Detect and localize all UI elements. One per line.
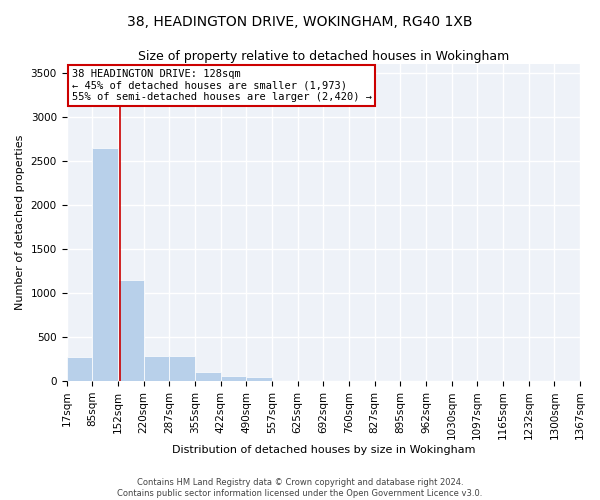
Bar	[246, 378, 272, 381]
Bar	[92, 148, 118, 381]
Bar	[221, 376, 246, 381]
Bar	[118, 280, 143, 381]
Bar	[67, 357, 92, 381]
Text: 38, HEADINGTON DRIVE, WOKINGHAM, RG40 1XB: 38, HEADINGTON DRIVE, WOKINGHAM, RG40 1X…	[127, 15, 473, 29]
Title: Size of property relative to detached houses in Wokingham: Size of property relative to detached ho…	[137, 50, 509, 63]
Y-axis label: Number of detached properties: Number of detached properties	[15, 135, 25, 310]
Text: Contains HM Land Registry data © Crown copyright and database right 2024.
Contai: Contains HM Land Registry data © Crown c…	[118, 478, 482, 498]
Bar	[195, 372, 221, 381]
Bar	[169, 356, 195, 381]
Bar	[143, 356, 169, 381]
Text: 38 HEADINGTON DRIVE: 128sqm
← 45% of detached houses are smaller (1,973)
55% of : 38 HEADINGTON DRIVE: 128sqm ← 45% of det…	[71, 69, 371, 102]
X-axis label: Distribution of detached houses by size in Wokingham: Distribution of detached houses by size …	[172, 445, 475, 455]
